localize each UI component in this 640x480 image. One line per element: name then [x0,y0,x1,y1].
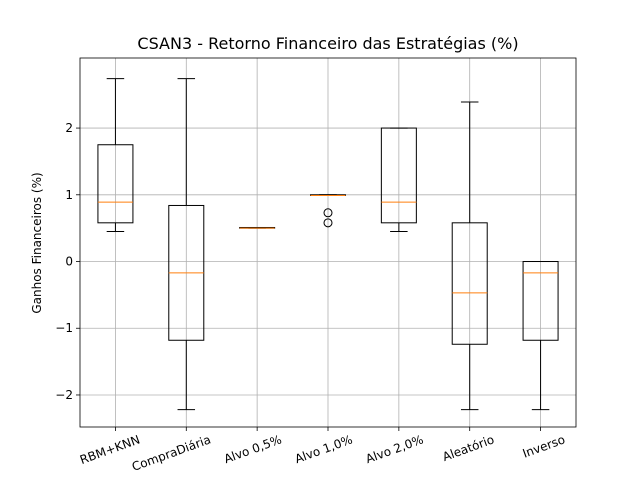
iqr-box [380,127,417,224]
box-4 [310,194,346,228]
grid-lines [80,58,576,427]
box-1 [97,78,134,232]
box-6 [451,101,488,411]
x-tick-label: CompraDiária [130,432,213,474]
box-2 [168,78,205,411]
x-tick-label: Inverso [521,432,567,460]
x-tick-label: Aleatório [441,432,496,464]
y-tick-label: 2 [65,121,73,135]
box-5 [380,127,417,232]
x-tick-label: Alvo 2,0% [364,432,425,466]
y-tick-label: 0 [65,255,73,269]
iqr-box [451,222,488,345]
y-tick-label: 1 [65,188,73,202]
chart-title: CSAN3 - Retorno Financeiro das Estratégi… [137,34,518,53]
outlier-point [323,208,333,218]
x-tick-label: Alvo 0,5% [222,432,283,466]
y-axis-label: Ganhos Financeiros (%) [30,172,44,313]
box-3 [239,226,276,229]
box-7 [522,261,559,411]
iqr-box [97,144,134,224]
y-tick-label: −2 [55,388,73,402]
boxes [97,78,559,411]
outlier-point [323,218,333,228]
iqr-box [522,261,559,341]
y-tick-label: −1 [55,321,73,335]
x-tick-label: Alvo 1,0% [293,432,354,466]
